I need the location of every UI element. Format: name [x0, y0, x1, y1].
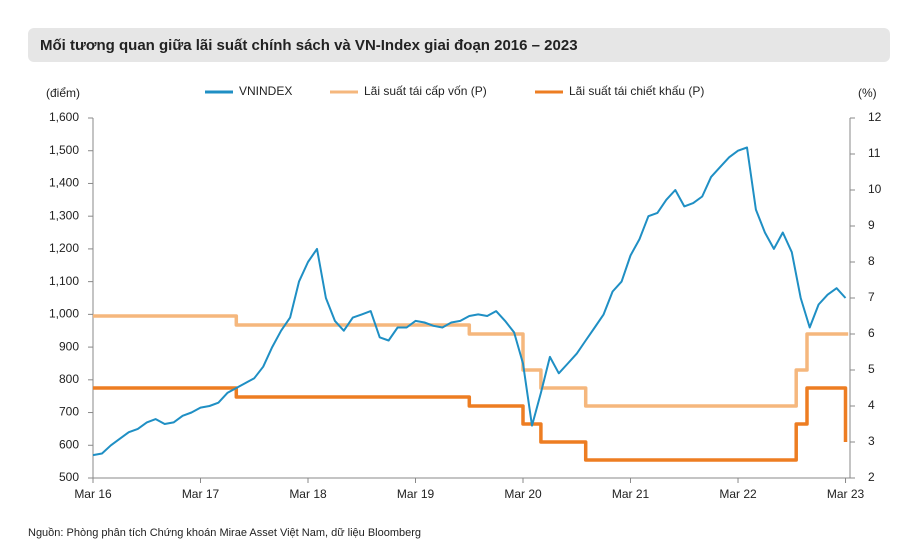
y-axis-label: (điểm) — [46, 86, 80, 100]
x-tick-label: Mar 19 — [397, 487, 435, 501]
y-tick-label: 1,500 — [49, 143, 79, 157]
x-tick-label: Mar 21 — [612, 487, 650, 501]
y-tick-label: 1,000 — [49, 307, 79, 321]
x-tick-label: Mar 23 — [827, 487, 865, 501]
y2-tick-label: 3 — [868, 434, 875, 448]
y2-tick-label: 9 — [868, 218, 875, 232]
title-bar — [28, 28, 890, 62]
y-tick-label: 1,200 — [49, 241, 79, 255]
series-line — [92, 146, 847, 457]
x-tick-label: Mar 20 — [504, 487, 542, 501]
y-tick-label: 900 — [59, 339, 79, 353]
series-line — [93, 386, 848, 462]
y2-tick-label: 11 — [868, 146, 881, 160]
y-tick-label: 700 — [59, 405, 79, 419]
y-tick-label: 1,400 — [49, 176, 79, 190]
y2-tick-label: 8 — [868, 254, 875, 268]
series-line — [93, 314, 849, 408]
x-tick-label: Mar 22 — [719, 487, 757, 501]
legend-label: Lãi suất tái cấp vốn (P) — [364, 84, 487, 98]
legend-label: Lãi suất tái chiết khấu (P) — [569, 84, 704, 98]
y-tick-label: 800 — [59, 372, 79, 386]
x-tick-label: Mar 18 — [289, 487, 327, 501]
legend-label: VNINDEX — [239, 84, 292, 98]
y2-tick-label: 7 — [868, 290, 875, 304]
y2-tick-label: 6 — [868, 326, 875, 340]
chart-title: Mối tương quan giữa lãi suất chính sách … — [40, 37, 578, 54]
y-tick-label: 1,100 — [49, 274, 79, 288]
y-tick-label: 1,300 — [49, 208, 79, 222]
y-tick-label: 500 — [59, 470, 79, 484]
y2-tick-label: 10 — [868, 182, 882, 196]
x-tick-label: Mar 16 — [74, 487, 112, 501]
x-tick-label: Mar 17 — [182, 487, 220, 501]
source: Nguồn: Phòng phân tích Chứng khoán Mirae… — [28, 527, 421, 539]
y-tick-label: 1,600 — [49, 110, 79, 124]
y2-tick-label: 2 — [868, 470, 875, 484]
y2-axis-label: (%) — [858, 86, 877, 100]
y2-tick-label: 4 — [868, 398, 875, 412]
y-tick-label: 600 — [59, 437, 79, 451]
y2-tick-label: 12 — [868, 110, 882, 124]
y2-tick-label: 5 — [868, 362, 875, 376]
